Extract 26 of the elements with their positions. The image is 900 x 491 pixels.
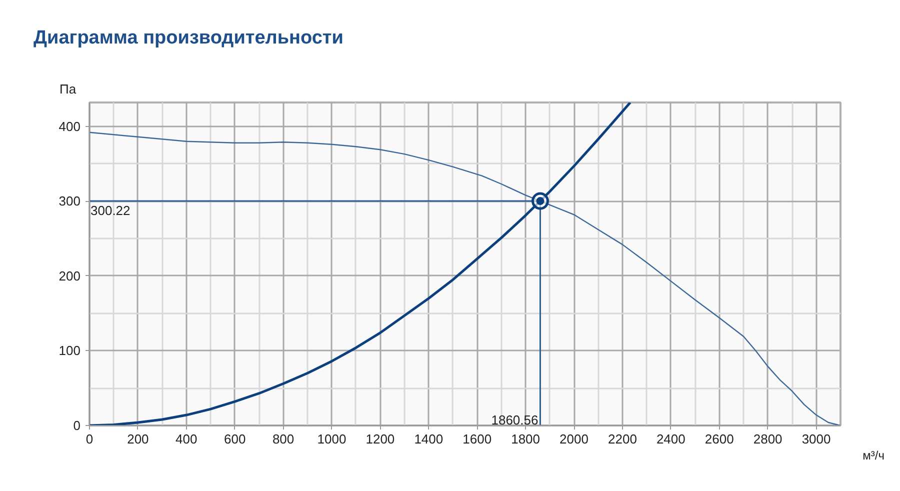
x-tick-label: 2000 xyxy=(560,432,588,446)
x-tick-label: 1800 xyxy=(511,432,540,446)
x-tick-label: 200 xyxy=(127,432,149,446)
x-tick-label: 1200 xyxy=(366,432,395,446)
y-tick-label: 200 xyxy=(58,268,81,284)
ref-line-label: 1860.56 xyxy=(491,412,538,428)
x-tick-label: 2400 xyxy=(656,432,686,446)
x-tick-label: 2800 xyxy=(753,432,782,446)
x-tick-label: 800 xyxy=(272,432,294,446)
x-tick-label: 2600 xyxy=(704,432,734,446)
x-axis-title: м³/ч xyxy=(862,448,885,462)
x-tick-label: 1600 xyxy=(462,432,492,446)
ref-line-label: 300.22 xyxy=(90,203,130,218)
y-tick-label: 100 xyxy=(58,343,81,358)
x-tick-label: 3000 xyxy=(802,432,831,446)
y-tick-label: 0 xyxy=(73,418,81,433)
y-tick-label: 400 xyxy=(58,118,81,134)
x-tick-label: 1400 xyxy=(414,432,444,446)
y-axis-title: Па xyxy=(60,82,77,96)
chart-title: Диаграмма производительности xyxy=(34,28,344,48)
x-tick-label: 2200 xyxy=(608,432,637,446)
x-tick-label: 1000 xyxy=(317,432,346,446)
y-tick-label: 300 xyxy=(58,194,81,209)
x-tick-label: 0 xyxy=(86,432,94,446)
x-tick-label: 600 xyxy=(224,432,246,446)
x-tick-label: 400 xyxy=(176,432,198,446)
